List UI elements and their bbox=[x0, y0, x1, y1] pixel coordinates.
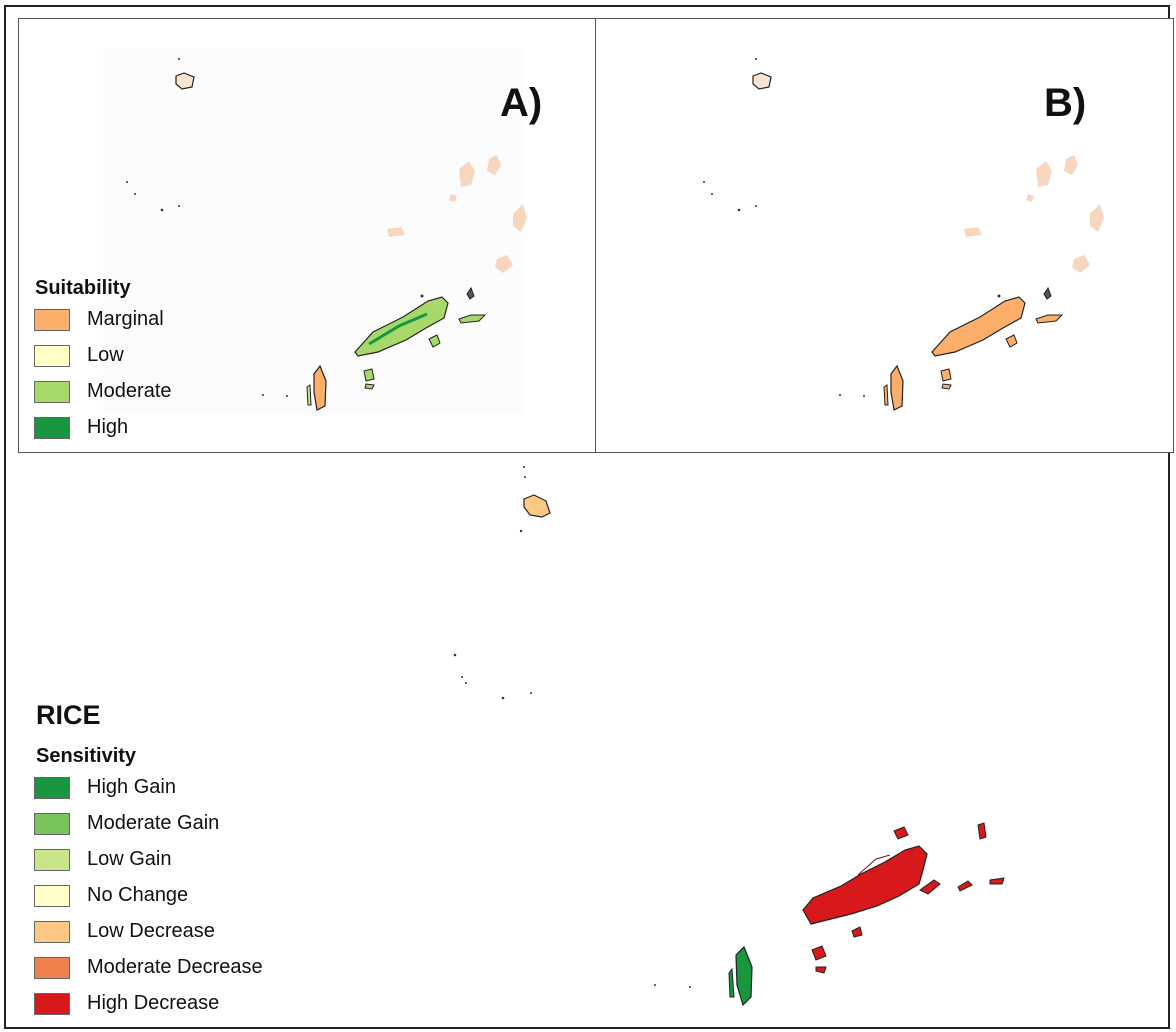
small-islets-c bbox=[453, 466, 1005, 988]
swatch-moderate bbox=[34, 380, 70, 403]
south-island-b bbox=[890, 364, 904, 411]
swatch-low-gain bbox=[34, 848, 70, 871]
map-panel-a: A) Suitability Marginal Low Moderate Hig… bbox=[18, 18, 596, 453]
map-a-islands bbox=[103, 49, 527, 414]
legend-label: High Decrease bbox=[87, 992, 220, 1014]
swatch-no-change bbox=[34, 884, 70, 907]
map-panel-b: B) bbox=[595, 18, 1174, 453]
small-islets-b bbox=[703, 58, 1001, 397]
legend-item-low: Low bbox=[34, 344, 124, 367]
panel-label-a: A) bbox=[500, 81, 543, 125]
north-island-c bbox=[523, 494, 551, 518]
south-island-c bbox=[735, 945, 753, 1007]
legend-item-marginal: Marginal bbox=[34, 308, 164, 331]
north-island-b bbox=[752, 72, 772, 90]
legend-item-high: High bbox=[34, 416, 128, 439]
legend-label: Moderate bbox=[87, 380, 172, 402]
swatch-low bbox=[34, 344, 70, 367]
legend-item-no-change: No Change bbox=[34, 884, 188, 907]
main-island-c bbox=[802, 845, 928, 925]
legend-label: High bbox=[87, 416, 129, 438]
swatch-high bbox=[34, 416, 70, 439]
small-islets-a bbox=[126, 58, 424, 397]
legend-label: Marginal bbox=[87, 308, 164, 330]
map-b-islands bbox=[703, 58, 1104, 411]
swatch-moderate-gain bbox=[34, 812, 70, 835]
north-island-a bbox=[175, 72, 195, 90]
legend-item-moderate-decrease: Moderate Decrease bbox=[34, 956, 263, 979]
legend-label: High Gain bbox=[87, 776, 176, 798]
legend-item-low-gain: Low Gain bbox=[34, 848, 172, 871]
legend-label: Moderate Gain bbox=[87, 812, 220, 834]
swatch-low-decrease bbox=[34, 920, 70, 943]
crop-title: RICE bbox=[36, 700, 101, 730]
faded-islands-b bbox=[964, 155, 1104, 273]
legend-label: Low Decrease bbox=[87, 920, 215, 942]
legend-label: Low Gain bbox=[87, 848, 172, 870]
suitability-legend-title: Suitability bbox=[35, 277, 131, 299]
map-a-background bbox=[103, 49, 523, 414]
swatch-moderate-decrease bbox=[34, 956, 70, 979]
legend-item-moderate: Moderate bbox=[34, 380, 172, 403]
panel-label-b: B) bbox=[1044, 81, 1087, 125]
south-island-a bbox=[313, 364, 327, 411]
legend-item-low-decrease: Low Decrease bbox=[34, 920, 215, 943]
legend-item-high-decrease: High Decrease bbox=[34, 992, 219, 1015]
faded-islands-a bbox=[387, 155, 527, 273]
legend-item-high-gain: High Gain bbox=[34, 776, 176, 799]
figure-frame bbox=[4, 5, 1170, 1029]
legend-label: Low bbox=[87, 344, 124, 366]
swatch-high-decrease bbox=[34, 992, 70, 1015]
legend-label: No Change bbox=[87, 884, 189, 906]
legend-label: Moderate Decrease bbox=[87, 956, 263, 978]
sensitivity-legend-title: Sensitivity bbox=[36, 745, 137, 767]
main-island-b bbox=[931, 296, 1026, 357]
legend-item-moderate-gain: Moderate Gain bbox=[34, 812, 219, 835]
swatch-high-gain bbox=[34, 776, 70, 799]
swatch-marginal bbox=[34, 308, 70, 331]
sensitivity-map bbox=[453, 466, 1005, 1007]
